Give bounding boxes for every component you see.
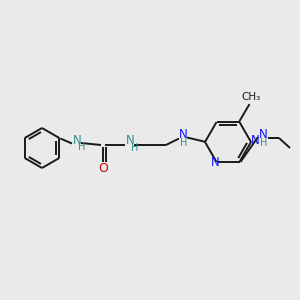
Text: H: H [260, 138, 268, 148]
Text: N: N [250, 134, 260, 148]
Text: N: N [73, 134, 81, 146]
Text: N: N [126, 134, 134, 148]
Text: N: N [259, 128, 267, 140]
Text: CH₃: CH₃ [241, 92, 260, 102]
Text: O: O [98, 161, 108, 175]
Text: N: N [211, 156, 220, 170]
Text: H: H [180, 138, 188, 148]
Text: H: H [131, 143, 139, 153]
Text: N: N [178, 128, 188, 140]
Text: H: H [78, 142, 86, 152]
